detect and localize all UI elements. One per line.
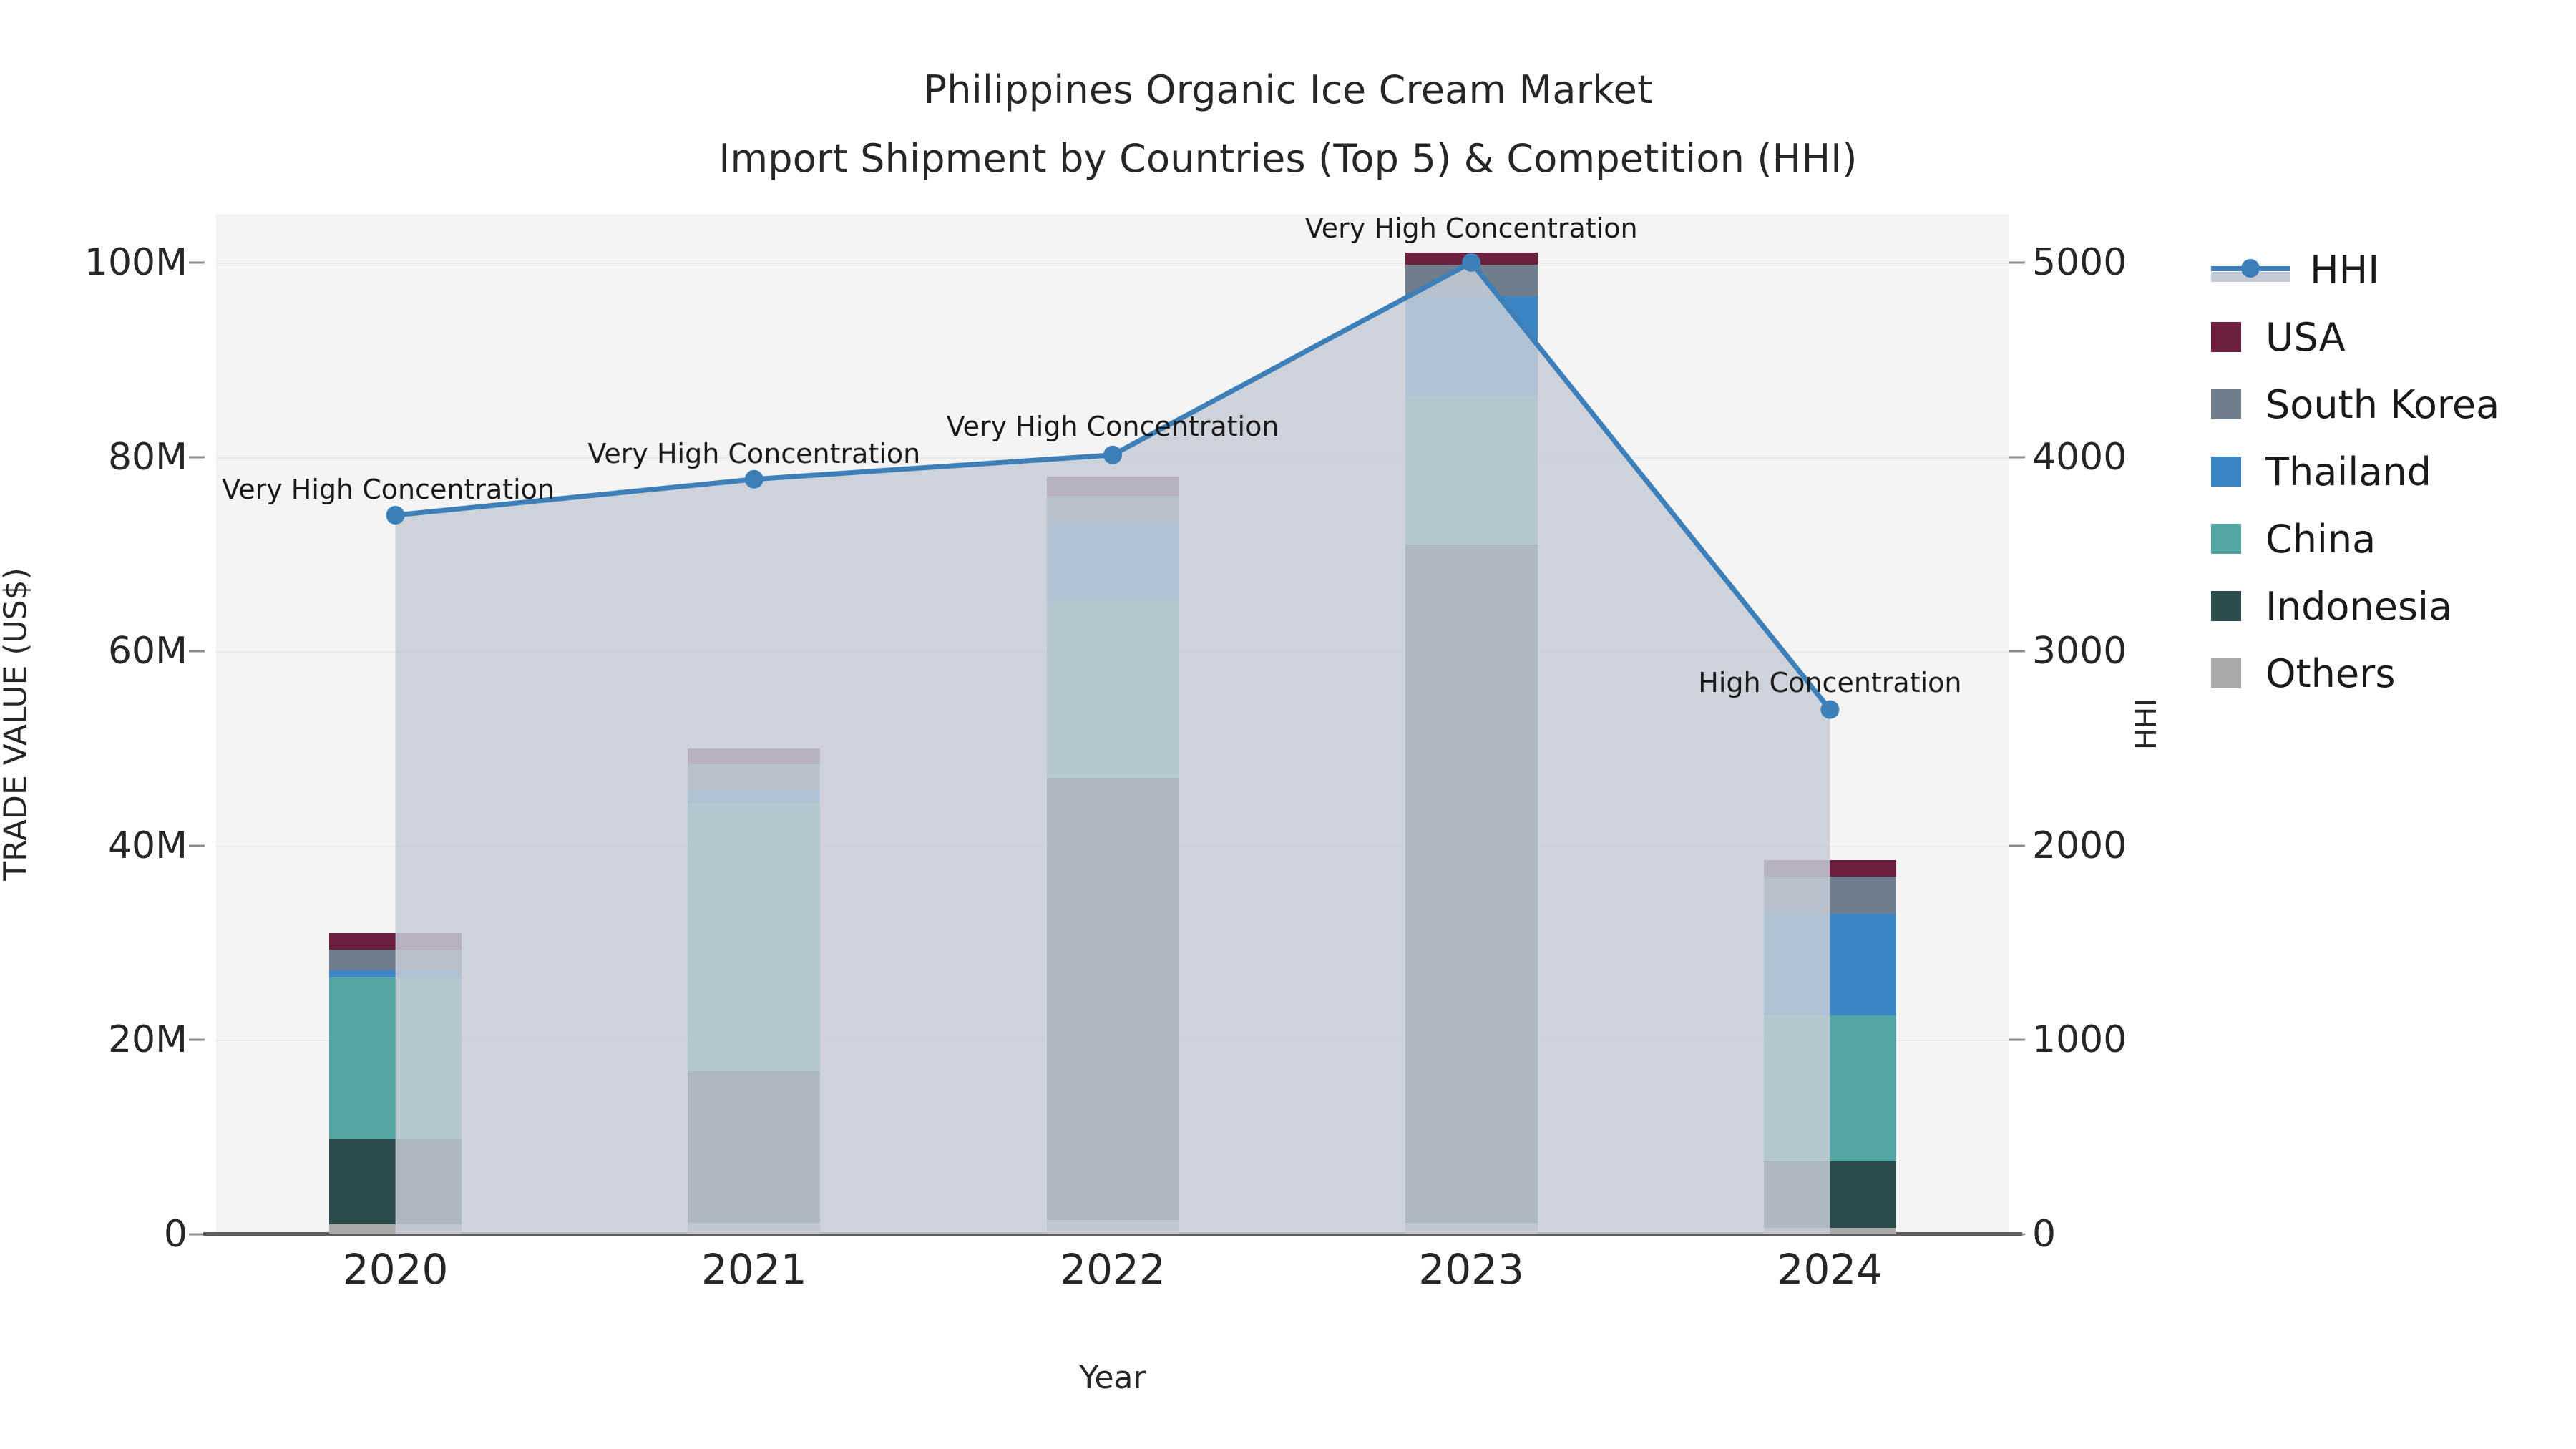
legend-swatch-icon <box>2211 658 2241 688</box>
y-axis-left-tick-label: 40M <box>107 824 187 867</box>
y-axis-right-tick-label: 3000 <box>2032 630 2127 673</box>
legend-item-others[interactable]: Others <box>2211 640 2569 707</box>
y-axis-left-tick-label: 20M <box>107 1018 187 1062</box>
y-axis-right-tick-label: 4000 <box>2032 435 2127 479</box>
legend-item-thailand[interactable]: Thailand <box>2211 438 2569 505</box>
y-axis-left-tick-mark <box>189 650 205 653</box>
y-axis-right-tick-mark <box>2009 844 2025 847</box>
chart-title-block: Philippines Organic Ice Cream Market Imp… <box>0 56 2576 193</box>
y-axis-left-tick-mark <box>189 844 205 847</box>
y-axis-right-tick-mark <box>2009 1038 2025 1041</box>
legend-item-label: South Korea <box>2265 381 2500 427</box>
legend-swatch-icon <box>2211 591 2241 621</box>
y-axis-left-tick-mark <box>189 456 205 459</box>
y-axis-right-tick-label: 5000 <box>2032 240 2127 284</box>
legend-item-south-korea[interactable]: South Korea <box>2211 371 2569 438</box>
y-axis-left-tick-mark <box>189 1233 205 1236</box>
legend: HHI USA South Korea Thailand China Indonesia O… <box>2211 236 2569 707</box>
hhi-data-point[interactable] <box>744 469 763 489</box>
hhi-data-point[interactable] <box>1462 253 1481 272</box>
hhi-data-point[interactable] <box>1820 700 1840 719</box>
legend-item-label: Indonesia <box>2265 583 2453 629</box>
plot-area: Very High Concentration Very High Concent… <box>203 212 2022 1236</box>
x-axis-tick-label-2023: 2023 <box>1418 1245 1524 1294</box>
y-axis-right-tick-mark <box>2009 456 2025 459</box>
hhi-data-point[interactable] <box>386 506 405 525</box>
legend-swatch-icon <box>2211 457 2241 487</box>
x-axis-tick-label-2020: 2020 <box>342 1245 449 1294</box>
legend-item-label: China <box>2265 516 2376 562</box>
legend-item-usa[interactable]: USA <box>2211 303 2569 371</box>
hhi-data-point[interactable] <box>1103 445 1122 464</box>
legend-item-label: HHI <box>2310 247 2380 293</box>
x-axis-tick-label-2022: 2022 <box>1060 1245 1166 1294</box>
x-axis-tick-label-2021: 2021 <box>701 1245 807 1294</box>
y-axis-left-tick-mark <box>189 1038 205 1041</box>
hhi-concentration-annotation: Very High Concentration <box>1304 212 1638 244</box>
hhi-overlay <box>386 253 1840 1234</box>
chart-title-line-2: Import Shipment by Countries (Top 5) & C… <box>718 136 1858 181</box>
hhi-concentration-annotation: Very High Concentration <box>222 474 555 505</box>
y-axis-right-tick-mark <box>2009 261 2025 264</box>
y-axis-right-tick-label: 2000 <box>2032 824 2127 867</box>
legend-item-label: Thailand <box>2265 449 2431 494</box>
y-axis-right-tick-mark <box>2009 650 2025 653</box>
y-axis-left-tick-label: 0 <box>163 1213 187 1256</box>
legend-item-label: Others <box>2265 650 2396 696</box>
y-axis-right-title: HHI <box>2130 698 2163 750</box>
y-axis-left: TRADE VALUE (US$) 0 20M 40M 60M 80M 100M <box>0 214 205 1256</box>
y-axis-right-tick-label: 1000 <box>2032 1018 2127 1062</box>
hhi-concentration-annotation: Very High Concentration <box>946 410 1279 442</box>
y-axis-left-tick-mark <box>189 261 205 264</box>
y-axis-right: 0 1000 2000 3000 4000 5000 <box>2009 214 2224 1256</box>
legend-item-label: USA <box>2265 314 2346 360</box>
legend-item-indonesia[interactable]: Indonesia <box>2211 572 2569 640</box>
y-axis-right-tick-label: 0 <box>2032 1213 2057 1256</box>
x-axis: 2020 2021 2022 2023 2024 <box>216 1245 2009 1324</box>
y-axis-left-title: TRADE VALUE (US$) <box>0 567 34 881</box>
legend-line-marker-icon <box>2211 255 2290 285</box>
legend-item-hhi[interactable]: HHI <box>2211 236 2569 303</box>
y-axis-left-tick-label: 80M <box>107 435 187 479</box>
x-axis-tick-label-2024: 2024 <box>1777 1245 1883 1294</box>
y-axis-left-tick-label: 60M <box>107 630 187 673</box>
x-axis-title: Year <box>1079 1360 1146 1396</box>
legend-swatch-icon <box>2211 524 2241 554</box>
hhi-concentration-annotation: High Concentration <box>1698 666 1962 698</box>
legend-swatch-icon <box>2211 322 2241 352</box>
legend-item-china[interactable]: China <box>2211 505 2569 572</box>
chart-title-line-1: Philippines Organic Ice Cream Market <box>923 67 1653 112</box>
legend-swatch-icon <box>2211 389 2241 419</box>
hhi-area-fill <box>395 262 1830 1234</box>
y-axis-left-tick-label: 100M <box>84 240 187 284</box>
gridline <box>216 262 2009 264</box>
hhi-concentration-annotation: Very High Concentration <box>587 437 921 469</box>
bar-segment-thailand[interactable] <box>329 970 462 978</box>
